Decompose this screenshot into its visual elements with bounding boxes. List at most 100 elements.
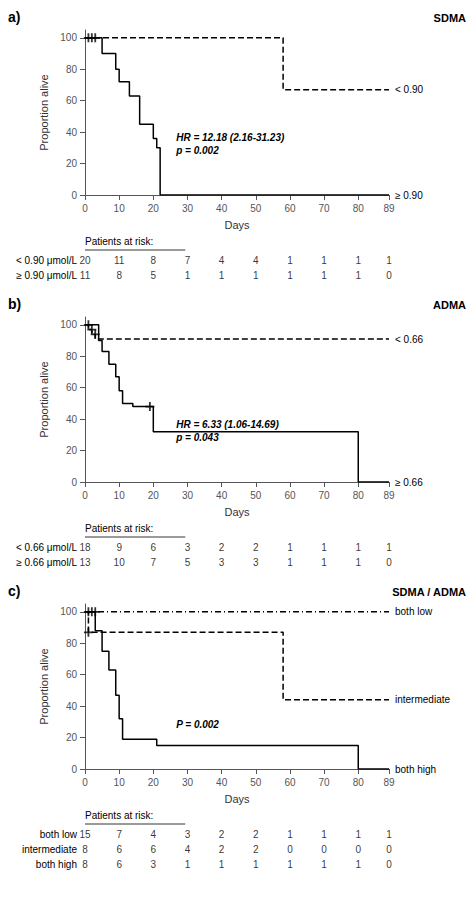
svg-text:4: 4	[151, 829, 157, 840]
svg-text:8: 8	[116, 270, 122, 281]
svg-text:Days: Days	[224, 506, 250, 518]
svg-text:89: 89	[383, 203, 395, 214]
svg-text:< 0.66 μmol/L: < 0.66 μmol/L	[16, 542, 78, 553]
svg-text:≥ 0.90: ≥ 0.90	[395, 190, 423, 201]
svg-text:1: 1	[386, 255, 392, 266]
svg-text:80: 80	[66, 638, 78, 649]
svg-text:20: 20	[148, 777, 160, 788]
svg-text:1: 1	[287, 557, 293, 568]
svg-text:8: 8	[151, 255, 157, 266]
svg-text:100: 100	[60, 32, 77, 43]
svg-text:b): b)	[8, 296, 21, 312]
svg-text:9: 9	[116, 542, 122, 553]
svg-text:0: 0	[71, 477, 77, 488]
svg-text:15: 15	[79, 829, 91, 840]
svg-text:Proportion alive: Proportion alive	[38, 361, 50, 437]
svg-text:5: 5	[185, 557, 191, 568]
svg-text:1: 1	[355, 542, 361, 553]
svg-text:Patients at risk:: Patients at risk:	[85, 810, 153, 821]
svg-text:20: 20	[79, 255, 91, 266]
svg-text:Patients at risk:: Patients at risk:	[85, 523, 153, 534]
svg-text:4: 4	[253, 255, 259, 266]
svg-text:HR = 6.33 (1.06-14.69): HR = 6.33 (1.06-14.69)	[176, 419, 279, 430]
svg-text:0: 0	[82, 203, 88, 214]
svg-text:100: 100	[60, 606, 77, 617]
svg-text:Days: Days	[224, 793, 250, 805]
svg-text:8: 8	[82, 859, 88, 870]
svg-text:70: 70	[319, 490, 331, 501]
svg-text:6: 6	[151, 844, 157, 855]
svg-text:80: 80	[353, 777, 365, 788]
svg-text:7: 7	[116, 829, 122, 840]
svg-text:1: 1	[253, 270, 259, 281]
svg-text:1: 1	[355, 255, 361, 266]
svg-text:< 0.66: < 0.66	[395, 334, 424, 345]
svg-text:100: 100	[60, 319, 77, 330]
svg-text:3: 3	[185, 542, 191, 553]
svg-text:80: 80	[66, 64, 78, 75]
svg-text:Patients at risk:: Patients at risk:	[85, 236, 153, 247]
svg-text:0: 0	[321, 844, 327, 855]
svg-text:0: 0	[386, 270, 392, 281]
svg-text:≥ 0.90 μmol/L: ≥ 0.90 μmol/L	[16, 270, 77, 281]
svg-text:40: 40	[66, 127, 78, 138]
svg-text:2: 2	[219, 829, 225, 840]
svg-text:1: 1	[287, 829, 293, 840]
svg-text:1: 1	[321, 859, 327, 870]
svg-text:30: 30	[182, 203, 194, 214]
svg-text:1: 1	[355, 557, 361, 568]
svg-text:≥ 0.66 μmol/L: ≥ 0.66 μmol/L	[16, 557, 77, 568]
svg-text:4: 4	[219, 255, 225, 266]
svg-text:0: 0	[71, 190, 77, 201]
svg-text:20: 20	[66, 158, 78, 169]
svg-text:Proportion alive: Proportion alive	[38, 648, 50, 724]
svg-text:intermediate: intermediate	[395, 694, 450, 705]
svg-text:1: 1	[287, 255, 293, 266]
svg-text:7: 7	[185, 255, 191, 266]
svg-text:4: 4	[185, 844, 191, 855]
svg-text:50: 50	[250, 490, 262, 501]
svg-text:60: 60	[284, 490, 296, 501]
svg-text:70: 70	[319, 203, 331, 214]
svg-text:50: 50	[250, 203, 262, 214]
svg-text:p = 0.043: p = 0.043	[175, 432, 219, 443]
svg-text:p = 0.002: p = 0.002	[175, 145, 219, 156]
svg-text:1: 1	[355, 829, 361, 840]
svg-text:10: 10	[114, 203, 126, 214]
svg-text:60: 60	[66, 95, 78, 106]
svg-text:SDMA: SDMA	[434, 12, 466, 24]
svg-text:1: 1	[185, 270, 191, 281]
svg-text:HR = 12.18 (2.16-31.23): HR = 12.18 (2.16-31.23)	[176, 132, 285, 143]
svg-text:11: 11	[114, 255, 125, 266]
svg-text:40: 40	[216, 490, 228, 501]
svg-text:10: 10	[114, 777, 126, 788]
svg-text:P = 0.002: P = 0.002	[176, 719, 219, 730]
svg-text:2: 2	[253, 844, 259, 855]
svg-text:1: 1	[386, 829, 392, 840]
svg-text:2: 2	[219, 542, 225, 553]
svg-text:3: 3	[151, 859, 157, 870]
svg-text:7: 7	[151, 557, 157, 568]
svg-text:80: 80	[353, 203, 365, 214]
svg-text:6: 6	[151, 542, 157, 553]
svg-text:1: 1	[355, 859, 361, 870]
svg-text:0: 0	[386, 557, 392, 568]
svg-text:1: 1	[355, 270, 361, 281]
svg-text:1: 1	[321, 255, 327, 266]
svg-text:60: 60	[284, 777, 296, 788]
svg-text:0: 0	[386, 844, 392, 855]
svg-text:intermediate: intermediate	[22, 844, 77, 855]
svg-text:20: 20	[148, 490, 160, 501]
svg-text:1: 1	[287, 859, 293, 870]
svg-text:c): c)	[8, 583, 20, 599]
svg-text:2: 2	[253, 542, 259, 553]
svg-text:18: 18	[79, 542, 91, 553]
svg-text:both low: both low	[40, 829, 78, 840]
svg-text:3: 3	[219, 557, 225, 568]
svg-text:80: 80	[66, 351, 78, 362]
svg-text:3: 3	[253, 557, 259, 568]
svg-text:0: 0	[82, 490, 88, 501]
svg-text:1: 1	[219, 270, 225, 281]
svg-text:30: 30	[182, 490, 194, 501]
svg-text:both high: both high	[36, 859, 77, 870]
